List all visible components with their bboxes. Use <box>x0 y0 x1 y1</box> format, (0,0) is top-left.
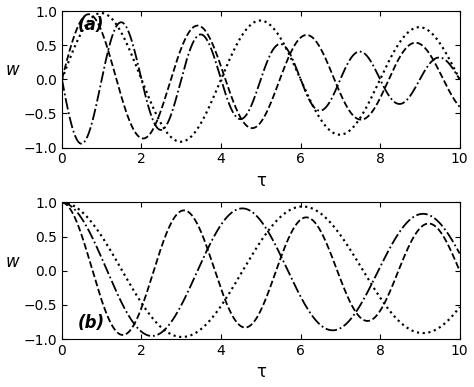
Y-axis label: w: w <box>6 61 19 79</box>
Text: (b): (b) <box>78 314 105 332</box>
Text: (a): (a) <box>78 16 104 34</box>
X-axis label: τ: τ <box>256 363 266 382</box>
X-axis label: τ: τ <box>256 172 266 190</box>
Y-axis label: w: w <box>6 253 19 271</box>
